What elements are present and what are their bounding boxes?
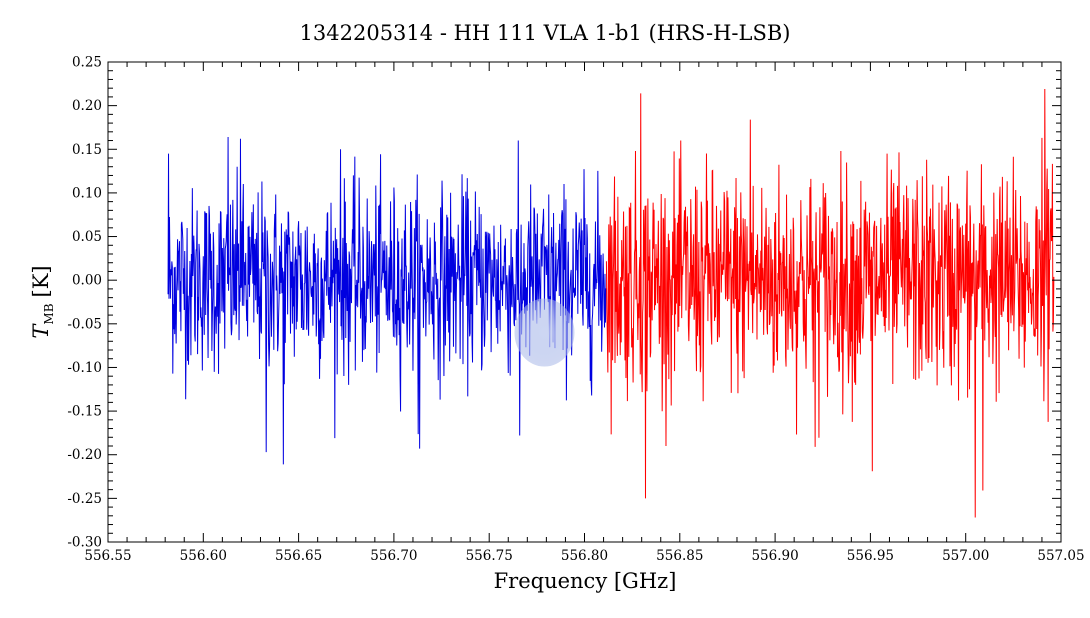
x-tick-label: 557.00	[942, 548, 989, 564]
y-axis-title-symbol: T	[29, 323, 53, 339]
y-ticks: 0.25 0.20 0.15 0.10 0.05 0.00 -0.05 -0.10 -0.15 -…	[67, 55, 1061, 551]
x-tick-label: 556.65	[275, 548, 322, 564]
chart-title: 1342205314 - HH 111 VLA 1-b1 (HRS-H-LSB)	[300, 21, 791, 45]
red-series-line	[605, 89, 1055, 518]
x-tick-label: 556.60	[180, 548, 227, 564]
series-layer	[167, 89, 1055, 518]
x-tick-label: 557.05	[1037, 548, 1084, 564]
y-axis-title-unit: [K]	[29, 265, 53, 297]
y-tick-label: 0.05	[72, 229, 102, 245]
y-tick-label: 0.20	[72, 98, 102, 114]
y-tick-label: -0.10	[67, 360, 102, 376]
y-tick-label: 0.10	[72, 185, 102, 201]
y-axis-title-subscript: MB	[42, 303, 56, 324]
y-tick-label: -0.30	[67, 535, 102, 551]
y-tick-label: 0.00	[72, 273, 102, 289]
y-tick-label: -0.20	[67, 447, 102, 463]
overlay-blob	[514, 298, 575, 367]
x-axis-title: Frequency [GHz]	[494, 569, 677, 593]
x-tick-label: 556.75	[466, 548, 513, 564]
x-tick-label: 556.55	[84, 548, 131, 564]
x-tick-label: 556.70	[370, 548, 417, 564]
svg-text:TMB[K]: TMB [K]	[29, 265, 56, 338]
y-tick-label: -0.25	[67, 491, 102, 507]
y-tick-label: 0.25	[72, 55, 102, 71]
x-tick-label: 556.85	[656, 548, 703, 564]
x-ticks: 556.55 556.60 556.65 556.70 556.75 556.80 556.…	[84, 62, 1085, 564]
y-tick-label: -0.05	[67, 316, 102, 332]
plot-frame	[107, 61, 1062, 543]
y-tick-label: -0.15	[67, 404, 102, 420]
y-tick-label: 0.15	[72, 142, 102, 158]
x-tick-label: 556.80	[561, 548, 608, 564]
y-axis-title: TMB [K]	[29, 265, 56, 338]
x-tick-label: 556.90	[751, 548, 798, 564]
x-tick-label: 556.95	[847, 548, 894, 564]
